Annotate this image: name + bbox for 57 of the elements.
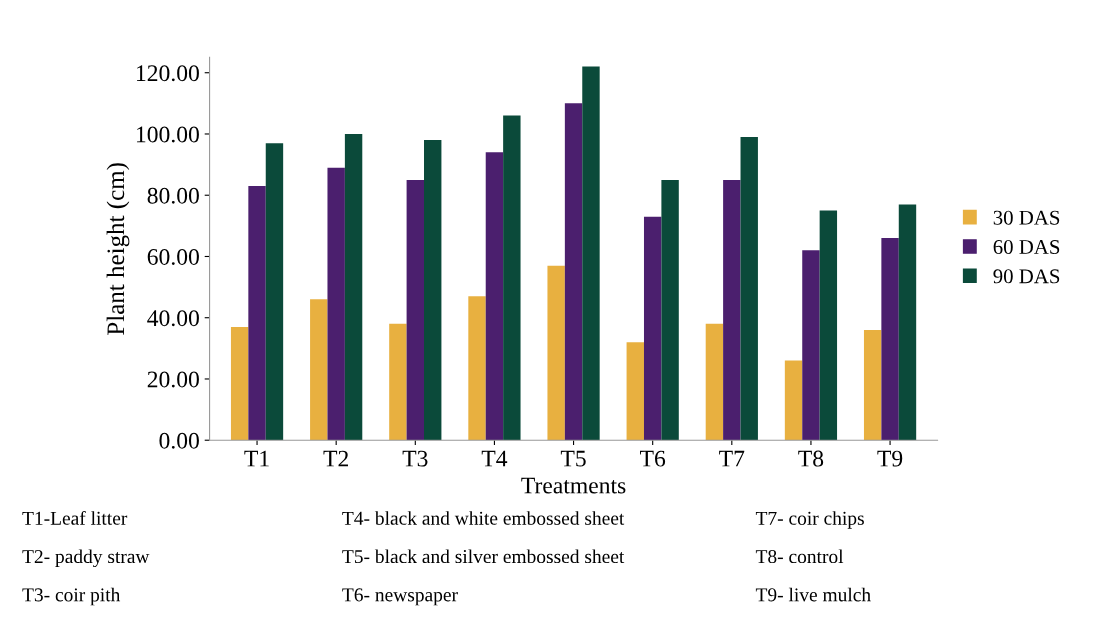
bar [406,179,425,441]
x-tick-label: T2 [323,450,348,467]
x-tick-label: T5 [560,450,586,467]
bar [564,103,583,441]
bar [344,133,363,441]
bar [881,238,899,441]
y-tick-label: 20.00 [147,371,199,388]
x-tick-label: T4 [481,450,508,467]
bar [248,186,266,441]
x-tick-label: T7 [719,450,745,467]
text: T3- coir pith [22,587,121,606]
x-tick-label: T3 [402,450,428,467]
bar [661,179,679,441]
x-axis-title: Treatments [521,477,626,494]
bar [819,210,838,441]
y-tick-label: 80.00 [147,187,199,204]
bar [784,360,803,441]
bar [582,66,600,441]
bar [898,204,917,441]
bar [503,115,521,441]
legend-label: 30 DAS [993,210,1060,225]
bar [643,216,662,441]
text: T6- newspaper [342,588,458,606]
bar [626,342,644,441]
x-tick-label: T9 [877,450,903,467]
bar [485,152,504,441]
text: T1-Leaf litter [22,510,128,525]
text: T5- black and silver embossed sheet [342,549,625,564]
bar [802,250,820,441]
x-tick-label: T6 [640,450,666,467]
bar [547,265,565,441]
bar [310,299,328,441]
bar [265,143,284,441]
text: T7- coir chips [755,511,864,529]
legend-label: 60 DAS [993,239,1060,255]
bar [863,329,882,441]
y-tick-label: 0.00 [159,432,199,449]
text: T9- live mulch [755,587,871,602]
bar [327,167,345,441]
bar [424,140,442,441]
y-tick-label: 120.00 [136,65,199,82]
bar [468,296,486,441]
y-tick-label: 40.00 [147,310,199,327]
bar [389,323,407,441]
bar [705,323,724,441]
x-tick-label: T8 [798,450,824,467]
bar [230,326,249,441]
y-tick-label: 60.00 [147,248,199,265]
bar [723,179,741,441]
text: T2- paddy straw [22,549,150,568]
bar [740,137,758,441]
x-tick-label: T1 [244,450,269,467]
text: T4- black and white embossed sheet [342,511,625,525]
y-tick-label: 100.00 [136,126,199,143]
y-axis-title: Plant height (cm) [106,163,130,335]
text: T8- control [755,549,844,564]
legend-label: 90 DAS [993,269,1060,284]
